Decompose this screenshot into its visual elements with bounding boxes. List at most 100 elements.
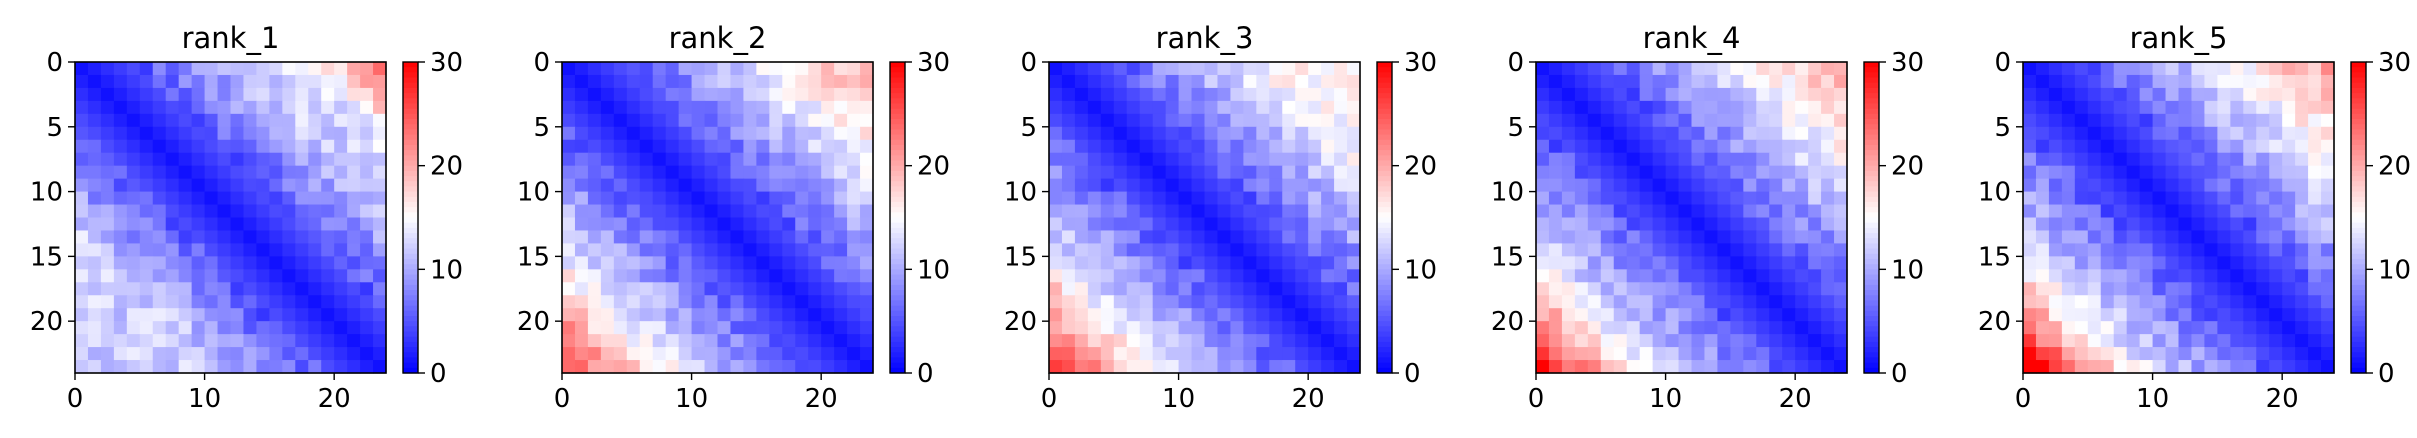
heatmap-cell (1087, 74, 1102, 89)
heatmap-cell (1282, 334, 1296, 348)
heatmap-cell (1100, 360, 1115, 374)
heatmap-cell (1536, 230, 1550, 245)
heatmap-cell (2269, 204, 2283, 219)
heatmap-cell (1834, 217, 1848, 232)
heatmap-cell (1704, 243, 1719, 257)
heatmap-cell (1834, 87, 1848, 102)
heatmap-cell (600, 74, 615, 89)
heatmap-cell (1165, 230, 1180, 245)
heatmap-cell (230, 230, 245, 245)
heatmap-cell (1769, 204, 1783, 219)
heatmap-cell (860, 204, 874, 219)
x-tick-label: 20 (1779, 384, 1812, 414)
heatmap-cell (2295, 360, 2309, 374)
heatmap-cell (139, 282, 154, 296)
heatmap-cell (1626, 87, 1641, 102)
heatmap-cells (75, 62, 387, 374)
y-tick-label: 0 (1020, 48, 1037, 78)
heatmap-cell (678, 269, 693, 283)
heatmap-cell (691, 308, 706, 322)
colorbar-band (2351, 62, 2366, 68)
heatmap-cell (191, 126, 206, 141)
heatmap-cell (230, 152, 245, 167)
heatmap-cell (191, 152, 206, 167)
heatmap-cell (1217, 87, 1232, 102)
colorbar-band (890, 248, 905, 255)
heatmap-cell (204, 217, 219, 232)
heatmap-cell (1834, 113, 1848, 128)
heatmap-cell (1204, 308, 1219, 322)
heatmap-cell (2217, 178, 2231, 193)
colorbar-band (1377, 352, 1392, 359)
heatmap-cell (2269, 165, 2283, 180)
heatmap-cell (1613, 191, 1628, 206)
heatmap-cell (230, 139, 245, 154)
heatmap-cell (1536, 113, 1550, 128)
heatmap-cell (2243, 113, 2257, 128)
heatmap-cell (256, 87, 270, 102)
heatmap-cell (639, 126, 654, 141)
heatmap-cell (2048, 126, 2063, 141)
heatmap-cell (639, 360, 654, 374)
heatmap-cell (1113, 321, 1128, 335)
heatmap-cell (360, 178, 374, 193)
colorbar-band (890, 150, 905, 156)
colorbar-band (2351, 87, 2366, 94)
heatmap-cell (1587, 308, 1602, 322)
heatmap-cell (769, 100, 783, 115)
heatmap-cell (2087, 256, 2102, 270)
heatmap-cell (2191, 230, 2206, 245)
heatmap-cell (2308, 360, 2322, 374)
heatmap-cell (1334, 269, 1348, 283)
heatmap-cell (1152, 347, 1167, 361)
colorbar-band (1864, 207, 1879, 213)
heatmap-cell (1243, 360, 1257, 374)
heatmap-cell (743, 100, 757, 115)
heatmap-cell (2152, 347, 2167, 361)
heatmap-cell (2230, 334, 2244, 348)
colorbar-band (1377, 227, 1392, 234)
heatmap-cell (1691, 126, 1706, 141)
heatmap-cell (75, 347, 89, 361)
heatmap-cell (2074, 165, 2089, 180)
heatmap-cell (1269, 74, 1283, 89)
heatmap-cell (2023, 204, 2037, 219)
heatmap-cell (782, 204, 796, 219)
heatmap-cell (360, 256, 374, 270)
heatmap-cell (2256, 152, 2270, 167)
heatmap-cell (1717, 191, 1731, 206)
heatmap-cell (2217, 256, 2231, 270)
heatmap-cell (1613, 126, 1628, 141)
heatmap-cell (2282, 62, 2296, 76)
heatmap-cell (243, 321, 258, 335)
heatmap-cell (2126, 360, 2141, 374)
heatmap-cell (1191, 347, 1206, 361)
heatmap-cell (1230, 204, 1244, 219)
heatmap-cell (204, 191, 219, 206)
heatmap-cell (847, 269, 861, 283)
heatmap-cell (730, 204, 745, 219)
heatmap-cell (2230, 256, 2244, 270)
heatmap-cell (1347, 87, 1361, 102)
heatmap-cell (1321, 230, 1335, 245)
heatmap-cell (1061, 62, 1076, 76)
colorbar-band (890, 124, 905, 130)
heatmap-cell (1191, 178, 1206, 193)
heatmap-cell (295, 217, 309, 232)
heatmap-cell (1049, 87, 1063, 102)
heatmap-cell (360, 295, 374, 309)
heatmap-cell (821, 139, 835, 154)
heatmap-cell (1795, 256, 1809, 270)
heatmap-cell (1717, 165, 1731, 180)
heatmap-cell (204, 243, 219, 257)
heatmap-cell (1217, 62, 1232, 76)
heatmap-cell (100, 217, 115, 232)
colorbar-band (403, 98, 418, 105)
colorbar-band (2351, 67, 2366, 73)
heatmap-cell (2321, 360, 2335, 374)
colorbar-band (890, 207, 905, 213)
heatmap-cell (139, 360, 154, 374)
heatmap-cell (75, 62, 89, 76)
heatmap-cell (113, 113, 128, 128)
heatmap-cell (1049, 191, 1063, 206)
